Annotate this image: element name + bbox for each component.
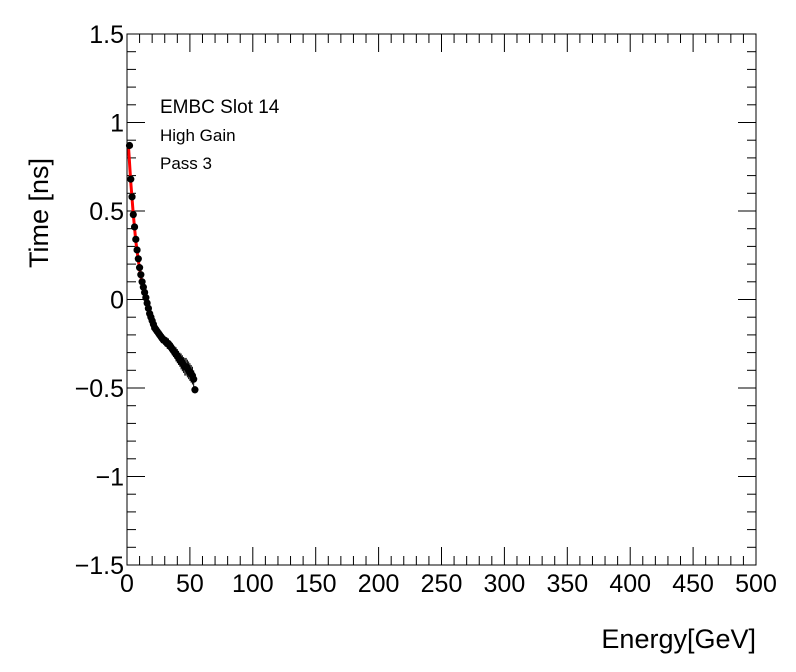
y-tick-label: −1 bbox=[95, 464, 124, 492]
data-point bbox=[137, 271, 145, 279]
data-point bbox=[128, 193, 136, 201]
y-tick-label: −1.5 bbox=[75, 552, 124, 580]
x-tick-label: 200 bbox=[358, 570, 400, 598]
x-tick-label: 150 bbox=[295, 570, 337, 598]
x-tick-label: 0 bbox=[120, 570, 134, 598]
data-point bbox=[125, 141, 134, 150]
data-point bbox=[133, 246, 141, 254]
y-tick-label: 1.5 bbox=[89, 21, 124, 49]
y-tick-label: −0.5 bbox=[75, 375, 124, 403]
data-point bbox=[127, 175, 135, 183]
data-point bbox=[134, 255, 142, 263]
x-tick-label: 100 bbox=[232, 570, 274, 598]
x-tick-label: 400 bbox=[609, 570, 651, 598]
plot-frame bbox=[126, 33, 757, 566]
data-series bbox=[125, 141, 199, 394]
x-tick-label: 250 bbox=[421, 570, 463, 598]
data-point bbox=[132, 235, 140, 243]
data-point bbox=[130, 223, 139, 231]
y-tick-label: 1 bbox=[110, 110, 124, 138]
y-tick-labels: −1.5 −1 −0.5 0 0.5 1 1.5 bbox=[75, 21, 124, 580]
x-axis-title: Energy[GeV] bbox=[601, 624, 756, 654]
x-tick-label: 50 bbox=[176, 570, 204, 598]
annotation-gain: High Gain bbox=[160, 126, 236, 145]
x-tick-label: 350 bbox=[546, 570, 588, 598]
data-point bbox=[191, 386, 199, 394]
annotation-detector: EMBC Slot 14 bbox=[160, 97, 280, 118]
data-point bbox=[135, 264, 144, 272]
x-tick-labels: 0 50 100 150 200 250 300 350 400 450 500 bbox=[120, 570, 777, 598]
y-tick-label: 0.5 bbox=[89, 198, 124, 226]
data-point bbox=[129, 210, 137, 219]
x-tick-label: 300 bbox=[484, 570, 526, 598]
y-tick-label: 0 bbox=[110, 287, 124, 315]
annotation-pass: Pass 3 bbox=[160, 154, 212, 173]
y-axis-title: Time [ns] bbox=[24, 158, 54, 268]
data-point bbox=[190, 375, 198, 383]
x-tick-label: 450 bbox=[672, 570, 714, 598]
x-tick-label: 500 bbox=[735, 570, 777, 598]
